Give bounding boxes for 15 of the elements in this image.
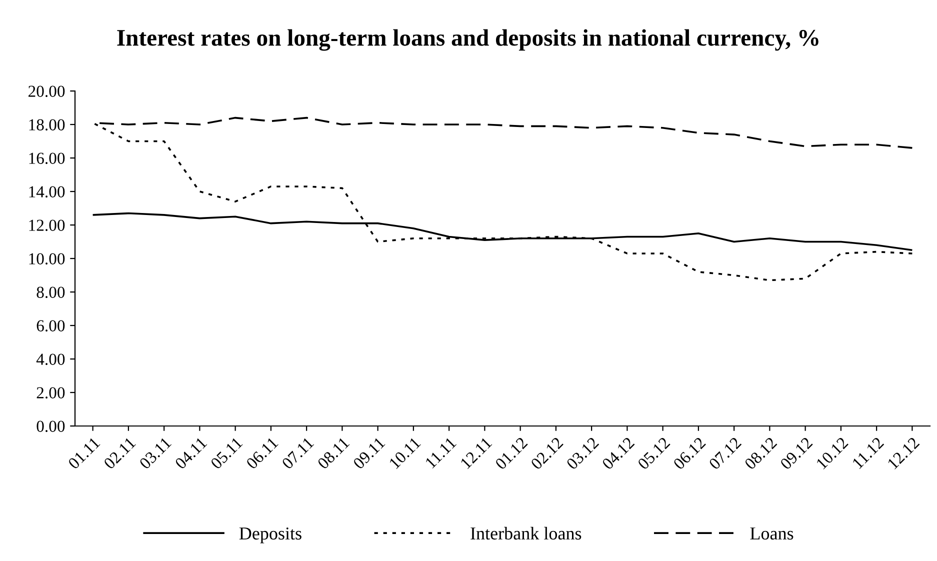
y-tick-label: 10.00 bbox=[29, 253, 65, 265]
y-tick-label: 14.00 bbox=[29, 186, 65, 198]
y-tick-label: 6.00 bbox=[36, 320, 65, 332]
legend-label: Loans bbox=[750, 528, 794, 540]
y-tick-label: 12.00 bbox=[29, 220, 65, 232]
chart-title: Interest rates on long-term loans and deposits in national currency, % bbox=[117, 29, 818, 51]
legend-label: Interbank loans bbox=[470, 526, 582, 540]
y-tick-label: 20.00 bbox=[28, 86, 65, 98]
y-tick-label: 18.00 bbox=[29, 119, 65, 131]
y-tick-label: 16.00 bbox=[29, 152, 65, 164]
y-tick-label: 8.00 bbox=[36, 286, 65, 298]
y-tick-label: 2.00 bbox=[36, 387, 65, 399]
y-tick-label: 4.00 bbox=[36, 354, 65, 366]
legend-label: Deposits bbox=[239, 527, 302, 544]
y-tick-label: 0.00 bbox=[36, 420, 65, 432]
